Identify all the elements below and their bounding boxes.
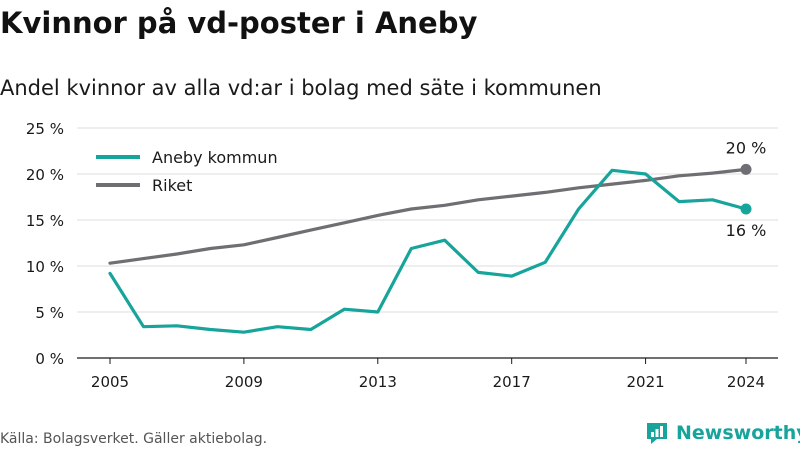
x-tick-label: 2009 <box>225 373 263 391</box>
end-point-riket <box>740 163 752 175</box>
source-note: Källa: Bolagsverket. Gäller aktiebolag. <box>0 431 268 447</box>
newsworthy-logo[interactable]: Newsworthy <box>644 420 800 446</box>
legend-label: Aneby kommun <box>152 148 278 167</box>
x-tick-label: 2021 <box>626 373 664 391</box>
chart-title: Kvinnor på vd-poster i Aneby <box>0 6 478 40</box>
legend: Aneby kommun Riket <box>96 148 278 195</box>
x-tick-label: 2005 <box>91 373 129 391</box>
y-tick-label: 20 % <box>26 166 64 184</box>
y-tick-label: 5 % <box>35 304 64 322</box>
series-line-riket <box>108 167 748 265</box>
y-tick-label: 25 % <box>26 120 64 138</box>
y-tick-label: 10 % <box>26 258 64 276</box>
end-point-aneby-kommun <box>740 203 752 215</box>
x-tick-label: 2013 <box>359 373 397 391</box>
x-tick-label: 2024 <box>727 373 765 391</box>
y-tick-label: 0 % <box>35 350 64 368</box>
chart-subtitle: Andel kvinnor av alla vd:ar i bolag med … <box>0 76 602 100</box>
y-tick-label: 15 % <box>26 212 64 230</box>
x-axis-ticks: 2005 2009 2013 2017 2021 2024 <box>91 358 765 391</box>
legend-label: Riket <box>152 176 192 195</box>
grid-lines <box>77 127 778 359</box>
brand-name: Newsworthy <box>676 422 800 444</box>
y-axis-ticks: 0 % 5 % 10 % 15 % 20 % 25 % <box>26 120 64 368</box>
series-lines: 16 % 20 % <box>108 138 767 334</box>
x-tick-label: 2017 <box>493 373 531 391</box>
newsworthy-logo-icon <box>647 423 667 444</box>
end-label: 16 % <box>726 221 767 240</box>
end-label: 20 % <box>726 138 767 157</box>
series-line-aneby-kommun <box>108 168 748 334</box>
